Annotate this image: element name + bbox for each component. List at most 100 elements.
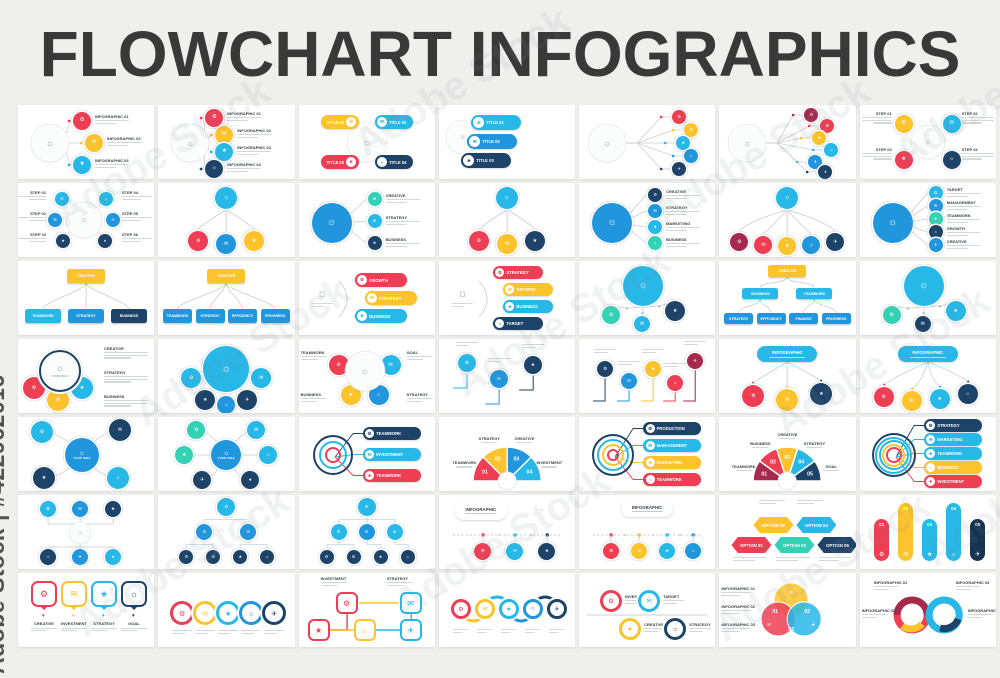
bulb-icon: ☼ — [924, 137, 932, 147]
box-node: PROGRESS — [260, 309, 290, 323]
node-circle: ★ — [812, 131, 827, 145]
node-circle: ⚙ — [474, 542, 492, 560]
text-placeholder-line — [873, 122, 892, 124]
label: STEP 03 — [30, 232, 46, 237]
text-placeholder-line — [823, 469, 840, 471]
node-circle: ✉ — [346, 550, 361, 564]
bulb-icon: ☼ — [603, 137, 612, 148]
pin-marker: ⚙ — [31, 581, 57, 607]
text-placeholder-line — [644, 628, 667, 630]
shape: INVESTMENT — [937, 479, 965, 484]
pill: ☼ TARGET — [492, 317, 543, 330]
header-subline — [769, 356, 806, 358]
node-circle: ★ — [175, 446, 194, 464]
pill: ✉ TITLE 02 — [466, 134, 517, 149]
shape: TITLE 04 — [389, 159, 407, 165]
shape: STRATEGY — [379, 295, 402, 301]
text-placeholder-line — [385, 243, 420, 245]
bulb-icon: ☼ — [77, 529, 83, 536]
node-circle: ☼ YOUR IDEA — [65, 438, 99, 472]
pin-tail — [100, 607, 107, 613]
text-placeholder-line — [500, 631, 511, 633]
label: INFOGRAPHIC 01 — [873, 580, 908, 585]
label: TEAMWORK — [452, 460, 477, 466]
shape: TEAMWORK — [937, 451, 963, 456]
text-placeholder-line — [861, 153, 892, 155]
shape: TEAMWORK — [376, 431, 402, 436]
text-placeholder-line — [107, 144, 129, 146]
text-placeholder-line — [861, 614, 886, 616]
node-circle: ☼ — [205, 160, 224, 178]
text-placeholder-line — [310, 303, 333, 305]
text-placeholder-line — [861, 119, 892, 121]
node-circle: ✉ — [634, 316, 651, 332]
text-placeholder-line — [946, 247, 968, 249]
node-circle: ⚙ — [602, 306, 621, 324]
connector-lines — [452, 533, 562, 542]
header-pill: INFOGRAPHIC — [454, 501, 507, 520]
template-card-r4-c2: ⚙ ✉ ★ ☼ ✈ ☼ — [158, 339, 295, 413]
text-placeholder-line — [195, 630, 216, 632]
shape: GROWTH — [369, 277, 389, 283]
shape: YOUR IDEA — [73, 456, 91, 461]
text-placeholder-line — [666, 245, 688, 247]
text-placeholder-line — [455, 344, 470, 346]
text-placeholder-line — [406, 398, 433, 400]
shape: STRATEGY — [506, 270, 529, 275]
text-placeholder-line — [450, 305, 465, 307]
node-circle: ⚙ — [468, 231, 489, 251]
text-placeholder-line — [776, 559, 798, 561]
shape: TARGET — [506, 321, 524, 326]
text-placeholder-line — [594, 349, 617, 351]
label: INFOGRAPHIC 03 — [955, 580, 990, 585]
node-circle: ♦ — [241, 471, 260, 489]
text-placeholder-line — [300, 356, 327, 358]
label: CREATIVE — [644, 622, 665, 627]
text-placeholder-line — [779, 438, 796, 440]
node-circle: ⚙ — [73, 112, 91, 130]
node-circle: ✉ — [820, 119, 835, 133]
bar-number: 02 — [903, 506, 909, 511]
box-node: STRATEGY — [195, 309, 225, 323]
template-card-r5-c3: ⚙ TEAMWORK ✉ INVESTMENT ★ TEAMWORK — [298, 417, 435, 491]
node-circle: ✉ — [48, 213, 62, 227]
node-circle: ☼ — [623, 266, 664, 306]
node-icon: ★ — [357, 311, 368, 321]
ring: ✉ — [193, 601, 218, 625]
center-circle: ☼ — [71, 524, 89, 542]
node-circle: ☼ — [368, 385, 389, 405]
template-card-r5-c5: ⚙ PRODUCTION ✉ MANAGEMENT ★ MARKETING ☼ TEAMWOR… — [579, 417, 716, 491]
header-pill: INFOGRAPHIC — [757, 346, 818, 362]
node-icon: ⚙ — [365, 429, 375, 438]
node-circle: ☼ — [872, 203, 913, 243]
label: STRATEGY — [386, 576, 409, 581]
connector-lines: 01 02 03 04 — [472, 446, 542, 491]
svg-text:03: 03 — [785, 455, 791, 461]
shape: TITLE 02 — [482, 139, 500, 144]
node-icon: ✉ — [367, 293, 378, 303]
node-circle: ☼ — [592, 203, 633, 243]
shape: TITLE 03 — [476, 158, 494, 163]
bar-number: 01 — [879, 522, 885, 527]
node-circle: ✉ — [247, 421, 266, 439]
shape: INFOGRAPHIC — [912, 350, 944, 356]
node-icon: ⚙ — [926, 421, 936, 430]
node-circle: ☼ — [802, 236, 821, 254]
label: STEP 03 — [875, 147, 892, 152]
pill: ⚙ TITLE 01 — [320, 115, 359, 129]
node-circle: ✉ — [776, 389, 799, 411]
label: INFOGRAPHIC 02 — [237, 128, 271, 133]
node-circle: ✉ — [216, 234, 237, 254]
node-circle: ⚙ — [179, 550, 194, 564]
text-placeholder-line — [385, 199, 420, 201]
node-circle: ✉ — [506, 542, 524, 560]
template-card-r2-c5: ☼ ⚙ CREATIVE ✉ STRATEGY ★ MARKETING ☼ BUSINESS — [579, 183, 716, 257]
text-placeholder-line — [104, 352, 148, 354]
pill: ✉ INVESTMENT — [362, 448, 421, 461]
text-placeholder-line — [172, 630, 193, 632]
label: CREATIVE — [777, 432, 798, 437]
template-card-r1-c1: ☼ ⚙ INFOGRAPHIC 01 ✉ INFOGRAPHIC 02 ★ INFOGRAP… — [18, 105, 155, 179]
connector-lines — [349, 198, 366, 244]
text-placeholder-line — [663, 600, 686, 602]
shape: INFOGRAPHIC — [465, 506, 497, 512]
